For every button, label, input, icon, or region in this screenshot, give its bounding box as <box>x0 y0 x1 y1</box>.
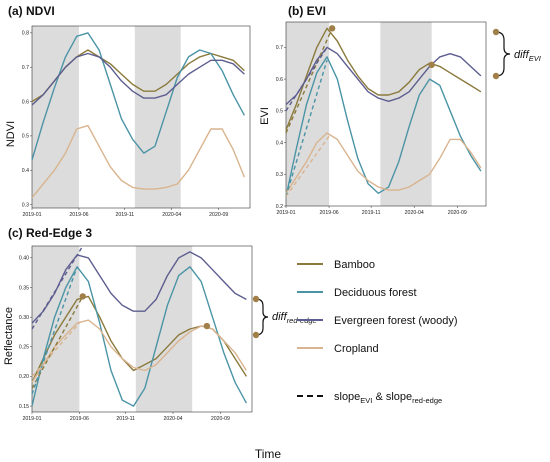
y-tick-label: 0.25 <box>19 345 29 351</box>
legend-item-slope: slopeEVI & slopered-edge <box>297 391 442 405</box>
x-tick-label: 2019-06 <box>70 416 89 422</box>
series-line-deciduous <box>31 266 248 407</box>
plot-area-ndvi: 0.3 0.4 0.5 0.6 0.7 0.8 2019-01 2019-06 2019-11 2… <box>22 25 251 218</box>
x-tick-label: 2020-04 <box>162 212 181 218</box>
y-tick-label: 0.3 <box>276 172 283 178</box>
legend-item-evergreen: Evergreen forest (woody) <box>297 315 458 327</box>
x-tick-label: 2019-11 <box>362 210 381 216</box>
y-tick-label: 0.4 <box>22 168 29 174</box>
y-tick-label: 0.7 <box>22 65 29 71</box>
y-tick-label: 0.7 <box>276 45 283 51</box>
x-tick-label: 2020-04 <box>164 416 183 422</box>
x-tick-label: 2020-04 <box>405 210 424 216</box>
y-tick-label: 0.15 <box>19 404 29 410</box>
y-tick-label: 0.35 <box>19 285 29 291</box>
slope-line-deciduous <box>31 266 78 395</box>
y-tick-label: 0.30 <box>19 315 29 321</box>
series-line-evergreen <box>285 46 482 106</box>
x-tick-label: 2020-09 <box>448 210 467 216</box>
legend-item-cropland: Cropland <box>297 343 379 355</box>
x-tick-label: 2020-09 <box>211 416 230 422</box>
peak-marker-0 <box>328 25 336 32</box>
panel-evi: (b) EVI EVI 0.2 0.3 0.4 0.5 0.6 0.7 2019-01 201… <box>259 4 541 216</box>
panel-title-ndvi: (a) NDVI <box>8 4 55 18</box>
panel-title-evi: (b) EVI <box>288 4 326 18</box>
y-tick-label: 0.4 <box>276 140 283 146</box>
y-tick-label: 0.20 <box>19 374 29 380</box>
legend-label-deciduous: Deciduous forest <box>334 287 417 299</box>
legend: Bamboo Deciduous forest Evergreen forest… <box>297 259 458 405</box>
plot-area-red-edge: 0.15 0.20 0.25 0.30 0.35 0.40 2019-01 2019-06 20… <box>19 245 253 422</box>
shaded-band-1 <box>380 22 432 206</box>
ylabel-ndvi: NDVI <box>5 121 17 147</box>
y-tick-label: 0.3 <box>22 202 29 208</box>
x-tick-label: 2019-06 <box>320 210 339 216</box>
x-tick-label: 2020-09 <box>209 212 228 218</box>
panel-ndvi: (a) NDVI NDVI 0.3 0.4 0.5 0.6 0.7 0.8 2019-01 2… <box>5 4 251 218</box>
series-line-bamboo <box>285 27 482 131</box>
plot-area-evi: 0.2 0.3 0.4 0.5 0.6 0.7 2019-01 2019-06 2019-11 2… <box>276 21 487 216</box>
legend-label-bamboo: Bamboo <box>334 259 375 271</box>
y-tick-label: 0.8 <box>22 31 29 37</box>
diff-evi-bracket <box>495 31 511 77</box>
slope-line-bamboo <box>31 296 84 389</box>
x-tick-label: 2019-11 <box>115 212 134 218</box>
series-line-cropland <box>285 132 482 194</box>
slope-line-evergreen <box>31 245 84 330</box>
series-line-evergreen <box>31 52 245 106</box>
legend-item-bamboo: Bamboo <box>297 259 375 271</box>
legend-label-cropland: Cropland <box>334 343 379 355</box>
x-tick-label: 2019-11 <box>116 416 135 422</box>
panel-title-red-edge: (c) Red-Edge 3 <box>8 226 92 240</box>
y-tick-label: 0.2 <box>276 204 283 210</box>
series-line-cropland <box>31 319 247 383</box>
legend-label-slope: slopeEVI & slopered-edge <box>334 391 442 405</box>
diff-evi-top-marker <box>492 28 500 36</box>
peak-marker-1 <box>428 61 435 69</box>
x-tick-label: 2019-06 <box>69 212 88 218</box>
series-line-deciduous <box>285 56 482 197</box>
peak-marker-0 <box>79 293 86 300</box>
x-tick-label: 2019-01 <box>276 210 295 216</box>
series-line-cropland <box>31 124 246 199</box>
legend-item-deciduous: Deciduous forest <box>297 287 417 299</box>
y-tick-label: 0.40 <box>19 256 29 262</box>
y-tick-label: 0.5 <box>276 109 283 115</box>
series-line-deciduous <box>31 32 246 161</box>
axes-frame <box>285 21 487 207</box>
slope-line-deciduous <box>285 59 328 197</box>
legend-label-evergreen: Evergreen forest (woody) <box>334 315 458 327</box>
ylabel-evi: EVI <box>259 107 271 125</box>
diff-red-edge-bottom-marker <box>252 331 260 339</box>
series-line-evergreen <box>31 251 247 324</box>
axes-frame <box>31 25 251 209</box>
slope-line-evergreen <box>285 46 328 112</box>
y-tick-label: 0.5 <box>22 134 29 140</box>
x-tick-label: 2019-01 <box>22 212 41 218</box>
shaded-band-1 <box>134 26 181 208</box>
ylabel-reflectance: Reflectance <box>3 307 15 365</box>
diff-evi-bottom-marker <box>492 72 500 80</box>
x-tick-label: 2019-01 <box>22 416 41 422</box>
slope-line-cropland <box>285 135 330 197</box>
shaded-band-0 <box>32 26 79 208</box>
y-tick-label: 0.6 <box>276 77 283 83</box>
panel-red-edge: (c) Red-Edge 3 Reflectance 0.150.200.250… <box>3 226 317 422</box>
y-tick-label: 0.6 <box>22 99 29 105</box>
slope-line-bamboo <box>285 28 333 134</box>
xlabel-time: Time <box>255 447 282 461</box>
slope-line-cropland <box>31 322 80 377</box>
peak-marker-1 <box>203 322 211 330</box>
diff-red-edge-top-marker <box>252 295 260 303</box>
diff-red-edge-bracket <box>255 298 269 336</box>
diff-red-edge-label: diffred-edge <box>272 311 317 325</box>
diff-evi-label: diffEVI <box>514 49 541 63</box>
